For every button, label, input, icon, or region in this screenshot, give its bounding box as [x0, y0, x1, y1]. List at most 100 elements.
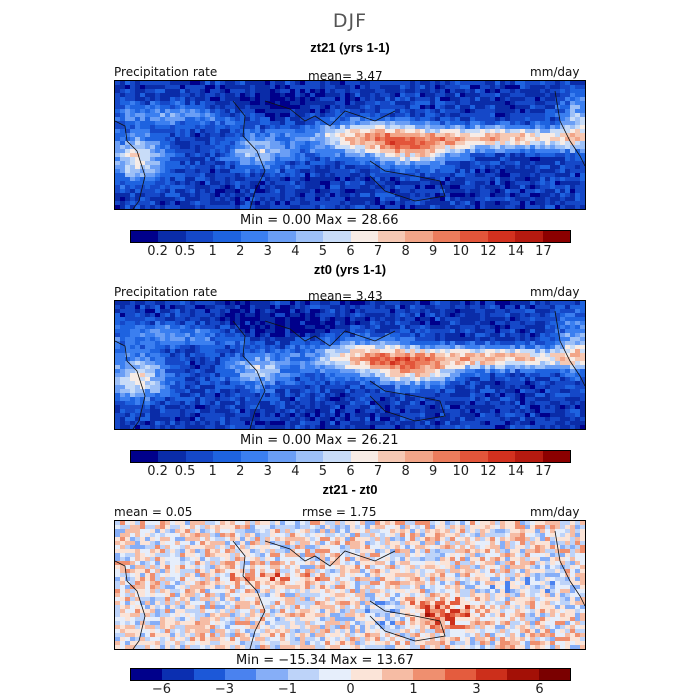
colorbar-tick-label: 2 [236, 244, 245, 259]
panel-3-map [114, 520, 586, 650]
colorbar-cell [240, 451, 269, 462]
colorbar-tick-label: 12 [480, 464, 497, 479]
colorbar-tick-label: 9 [429, 464, 438, 479]
panel-1-mean-label: mean= 3.47 [308, 69, 383, 83]
colorbar-cell [213, 231, 241, 242]
colorbar-cell [487, 451, 516, 462]
panel-3-rmse-label: rmse = 1.75 [302, 505, 377, 519]
colorbar-cell [515, 231, 543, 242]
colorbar-tick-label: 8 [401, 464, 410, 479]
panel-3-minmax: Min = −15.34 Max = 13.67 [236, 653, 414, 668]
colorbar-cell [432, 451, 461, 462]
colorbar-tick-label: −6 [151, 682, 172, 697]
colorbar-tick-label: 10 [452, 244, 470, 259]
colorbar-cell [381, 669, 414, 680]
colorbar-cell [377, 451, 406, 462]
panel-2-title: zt0 (yrs 1-1) [313, 262, 387, 277]
colorbar-tick-label: 5 [318, 244, 328, 259]
panel-3-title: zt21 - zt0 [322, 482, 378, 497]
colorbar-cell [413, 669, 445, 680]
colorbar-tick-label: 0.2 [147, 244, 168, 259]
colorbar-cell [475, 669, 508, 680]
colorbar-cell [538, 669, 571, 680]
colorbar-cell [131, 451, 159, 462]
colorbar-cell [323, 451, 351, 462]
colorbar-tick-label: 0.5 [174, 464, 196, 479]
colorbar-cell [515, 451, 543, 462]
colorbar-tick-label: 0.2 [147, 464, 168, 479]
colorbar-tick-label: 7 [373, 244, 383, 259]
colorbar-tick-label: 1 [208, 244, 217, 259]
colorbar-cell [185, 451, 214, 462]
panel-1-colorbar [130, 230, 571, 243]
panel-1-units-label: mm/day [530, 65, 580, 79]
panel-2-mean-label: mean= 3.43 [308, 289, 383, 303]
panel-2-colorbar-ticks: 0.2 0.5 1 2 3 4 5 6 7 8 9 10 12 14 17 [130, 464, 571, 480]
colorbar-tick-label: 5 [318, 464, 328, 479]
colorbar-tick-label: 3 [472, 682, 481, 697]
panel-3-colorbar [130, 668, 571, 681]
colorbar-cell [542, 451, 570, 462]
colorbar-tick-label: 6 [346, 464, 355, 479]
panel-1-colorbar-ticks: 0.2 0.5 1 2 3 4 5 6 7 8 9 10 12 14 17 [130, 244, 571, 260]
colorbar-cell [131, 231, 159, 242]
colorbar-tick-label: 1 [409, 682, 418, 697]
colorbar-tick-label: 0.5 [174, 244, 196, 259]
panel-3-units-label: mm/day [530, 505, 580, 519]
colorbar-tick-label: 8 [401, 244, 410, 259]
colorbar-tick-label: −3 [214, 682, 235, 697]
panel-1-variable-label: Precipitation rate [114, 65, 218, 79]
colorbar-cell [460, 231, 488, 242]
colorbar-cell [350, 231, 378, 242]
colorbar-cell [268, 451, 296, 462]
panel-2-units-label: mm/day [530, 285, 580, 299]
colorbar-tick-label: 6 [346, 244, 355, 259]
colorbar-cell [405, 231, 433, 242]
colorbar-cell [507, 669, 539, 680]
colorbar-cell [323, 231, 351, 242]
colorbar-cell [287, 669, 320, 680]
panel-1-minmax: Min = 0.00 Max = 28.66 [240, 213, 399, 228]
panel-1-title: zt21 (yrs 1-1) [310, 40, 390, 55]
colorbar-cell [319, 669, 351, 680]
colorbar-cell [460, 451, 488, 462]
colorbar-tick-label: 9 [429, 244, 438, 259]
colorbar-cell [256, 669, 288, 680]
colorbar-tick-label: −1 [277, 682, 298, 697]
colorbar-cell [158, 231, 186, 242]
colorbar-tick-label: 4 [291, 244, 300, 259]
colorbar-tick-label: 10 [452, 464, 470, 479]
colorbar-tick-label: 7 [373, 464, 383, 479]
colorbar-cell [295, 451, 324, 462]
colorbar-tick-label: 2 [236, 464, 245, 479]
colorbar-cell [162, 669, 194, 680]
colorbar-tick-label: 17 [535, 464, 552, 479]
colorbar-cell [225, 669, 257, 680]
panel-2-minmax: Min = 0.00 Max = 26.21 [240, 433, 399, 448]
colorbar-tick-label: 14 [507, 244, 525, 259]
colorbar-cell [193, 669, 226, 680]
colorbar-cell [268, 231, 296, 242]
colorbar-cell [350, 451, 378, 462]
colorbar-cell [158, 451, 186, 462]
colorbar-cell [444, 669, 476, 680]
colorbar-cell [240, 231, 269, 242]
colorbar-tick-label: 3 [263, 244, 272, 259]
colorbar-tick-label: 12 [480, 244, 497, 259]
panel-2-colorbar [130, 450, 571, 463]
colorbar-cell [377, 231, 406, 242]
colorbar-cell [213, 451, 241, 462]
colorbar-cell [295, 231, 324, 242]
colorbar-tick-label: 3 [263, 464, 272, 479]
colorbar-cell [185, 231, 214, 242]
colorbar-cell [405, 451, 433, 462]
colorbar-tick-label: 6 [535, 682, 544, 697]
panel-2-variable-label: Precipitation rate [114, 285, 218, 299]
panel-1-map [114, 80, 586, 210]
colorbar-tick-label: 14 [507, 464, 525, 479]
panel-3-colorbar-ticks: −6 −3 −1 0 1 3 6 [130, 682, 571, 698]
colorbar-tick-label: 0 [346, 682, 355, 697]
colorbar-cell [487, 231, 516, 242]
panel-3-mean-label: mean = 0.05 [114, 505, 193, 519]
colorbar-tick-label: 17 [535, 244, 552, 259]
